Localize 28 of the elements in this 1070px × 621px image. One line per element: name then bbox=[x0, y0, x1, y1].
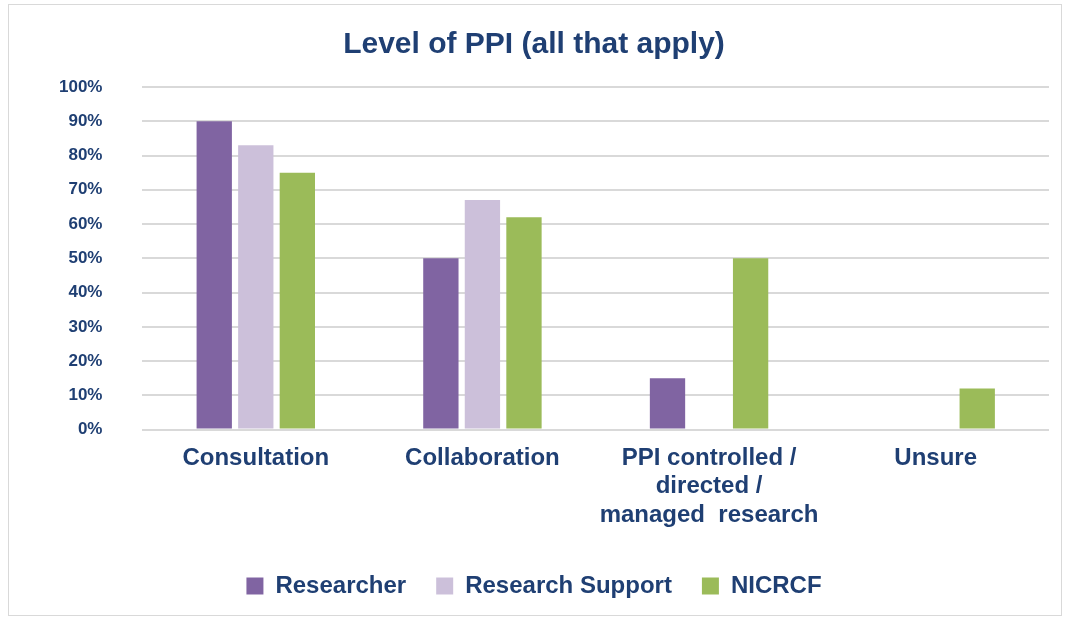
x-tick-label: PPI controlled / directed / managed research bbox=[599, 442, 819, 528]
bar bbox=[279, 172, 315, 429]
y-tick-label: 80% bbox=[68, 145, 103, 165]
y-tick-label: 30% bbox=[68, 316, 103, 336]
y-tick-label: 50% bbox=[68, 247, 103, 267]
bar bbox=[238, 145, 274, 429]
bar bbox=[423, 258, 459, 429]
bar bbox=[959, 388, 995, 429]
bar bbox=[506, 217, 542, 429]
x-tick-label: Collaboration bbox=[405, 442, 560, 470]
y-tick-label: 20% bbox=[68, 350, 103, 370]
bar bbox=[464, 200, 501, 429]
legend-label: Research Support bbox=[465, 570, 672, 598]
bar bbox=[732, 258, 769, 429]
y-tick-label: 10% bbox=[68, 385, 103, 405]
y-tick-label: 90% bbox=[68, 110, 103, 130]
y-tick-label: 70% bbox=[68, 179, 103, 199]
y-tick-label: 0% bbox=[77, 419, 103, 439]
y-tick-label: 60% bbox=[68, 213, 103, 233]
chart-title: Level of PPI (all that apply) bbox=[343, 26, 725, 60]
y-tick-label: 100% bbox=[59, 76, 103, 96]
bar bbox=[196, 121, 232, 429]
x-tick-label: Consultation bbox=[182, 442, 330, 470]
legend-label: NICRCF bbox=[730, 570, 822, 598]
bar bbox=[649, 378, 686, 429]
x-tick-label: Unsure bbox=[894, 442, 978, 470]
y-tick-label: 40% bbox=[68, 282, 103, 302]
legend-label: Researcher bbox=[275, 570, 407, 598]
